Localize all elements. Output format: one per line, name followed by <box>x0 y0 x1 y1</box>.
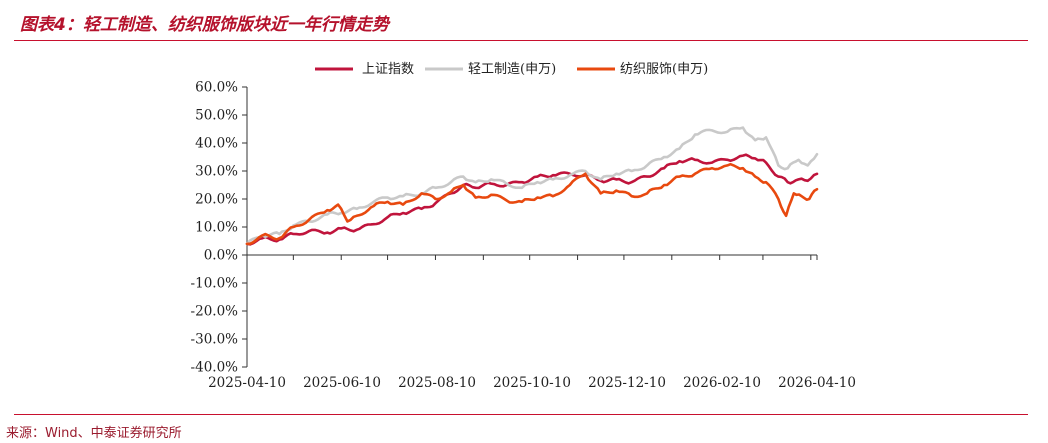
chart-header: 图表4：轻工制造、纺织服饰版块近一年行情走势 <box>0 0 1048 41</box>
x-tick-label: 2026-04-10 <box>778 375 856 391</box>
x-tick-label: 2025-12-10 <box>588 375 666 391</box>
legend-label: 纺织服饰(申万) <box>620 62 708 77</box>
y-tick-label: 10.0% <box>195 220 238 236</box>
y-axis: -40.0% -30.0% -20.0% -10.0% 0.0% 10.0% 20.0% 30… <box>191 80 248 376</box>
series-lines <box>245 126 819 246</box>
y-tick-label: 60.0% <box>195 80 238 96</box>
y-tick-label: -40.0% <box>191 360 239 376</box>
y-tick-label: 20.0% <box>195 192 238 208</box>
x-axis: 2025-04-10 2025-06-10 2025-08-10 2025-10-10… <box>208 254 856 391</box>
source-note: 来源：Wind、中泰证券研究所 <box>6 426 182 441</box>
y-tick-label: -20.0% <box>191 304 239 320</box>
header-divider <box>14 40 1028 41</box>
figure-title: 图表4：轻工制造、纺织服饰版块近一年行情走势 <box>20 15 389 35</box>
footer-divider <box>14 414 1028 415</box>
y-tick-label: 30.0% <box>195 164 238 180</box>
y-tick-label: 40.0% <box>195 136 238 152</box>
series-line-1 <box>245 153 819 246</box>
series-line-3 <box>245 162 819 246</box>
line-chart: 上证指数 轻工制造(申万) 纺织服饰(申万) -40.0%-30.0%-20.0%-… <box>191 62 856 391</box>
x-tick-label: 2025-04-10 <box>208 375 286 391</box>
x-tick-label: 2025-08-10 <box>398 375 476 391</box>
x-tick-label: 2025-10-10 <box>493 375 571 391</box>
legend-label: 上证指数 <box>362 62 414 77</box>
y-tick-label: 0.0% <box>204 248 238 264</box>
x-tick-label: 2025-06-10 <box>303 375 381 391</box>
y-tick-label: 50.0% <box>195 108 238 124</box>
x-tick-label: 2026-02-10 <box>683 375 761 391</box>
series-line-2 <box>245 126 819 246</box>
y-tick-label: -10.0% <box>191 276 239 292</box>
y-tick-label: -30.0% <box>191 332 239 348</box>
legend-label: 轻工制造(申万) <box>468 62 556 77</box>
chart-legend: 上证指数 轻工制造(申万) 纺织服饰(申万) <box>315 62 708 77</box>
